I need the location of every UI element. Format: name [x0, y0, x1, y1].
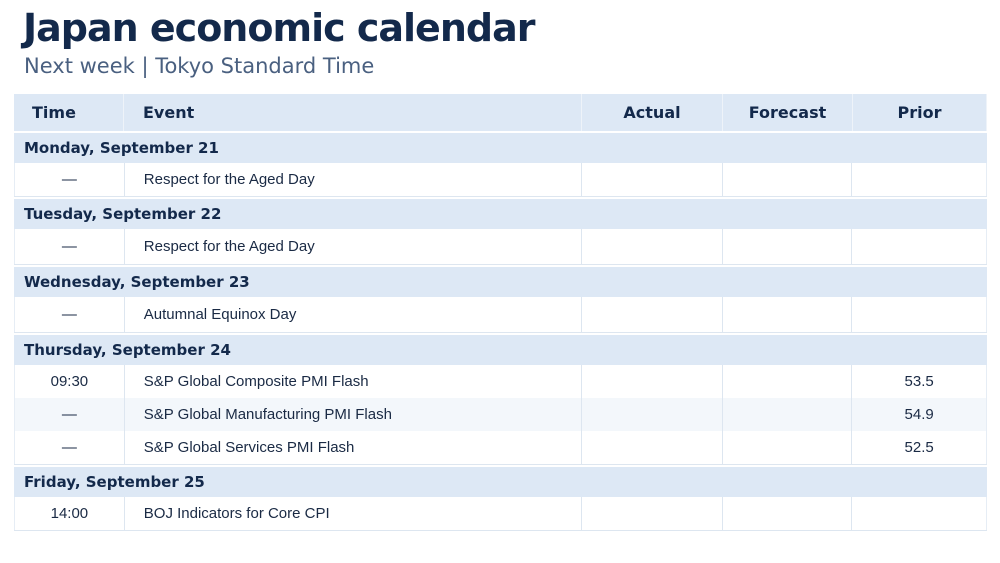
event-name: S&P Global Services PMI Flash	[125, 431, 582, 464]
event-name: Respect for the Aged Day	[125, 229, 582, 264]
day-header: Thursday, September 24	[14, 335, 987, 365]
event-prior	[852, 229, 986, 264]
event-prior: 52.5	[904, 439, 934, 456]
day-group-tuesday: Tuesday, September 22 — Respect for the …	[14, 199, 987, 265]
event-forecast	[723, 297, 853, 332]
day-group-thursday: Thursday, September 24 09:30 S&P Global …	[14, 335, 987, 465]
table-row[interactable]: 09:30 S&P Global Composite PMI Flash 53.…	[14, 365, 987, 398]
event-time: —	[15, 163, 125, 196]
day-header: Tuesday, September 22	[14, 199, 987, 229]
event-actual	[582, 365, 723, 398]
event-prior: 54.9	[904, 406, 934, 423]
day-group-wednesday: Wednesday, September 23 — Autumnal Equin…	[14, 267, 987, 333]
table-row[interactable]: — S&P Global Services PMI Flash 52.5	[14, 431, 987, 464]
event-time: —	[15, 431, 125, 464]
event-forecast	[723, 497, 853, 530]
event-actual	[582, 229, 723, 264]
event-forecast	[723, 431, 853, 464]
event-time: —	[15, 297, 125, 332]
event-actual	[582, 398, 723, 431]
event-time: 14:00	[15, 497, 125, 530]
event-name: BOJ Indicators for Core CPI	[125, 497, 582, 530]
event-name: Respect for the Aged Day	[125, 163, 582, 196]
event-actual	[582, 297, 723, 332]
page-subtitle: Next week | Tokyo Standard Time	[24, 54, 375, 78]
column-header-time[interactable]: Time	[14, 94, 124, 131]
day-header: Wednesday, September 23	[14, 267, 987, 297]
event-time: —	[15, 398, 125, 431]
table-header-row: Time Event Actual Forecast Prior	[14, 94, 987, 131]
event-prior	[852, 497, 986, 530]
event-name: S&P Global Manufacturing PMI Flash	[125, 398, 582, 431]
event-forecast	[723, 398, 853, 431]
event-name: Autumnal Equinox Day	[125, 297, 582, 332]
table-row[interactable]: — S&P Global Manufacturing PMI Flash 54.…	[14, 398, 987, 431]
event-prior	[852, 297, 986, 332]
table-row[interactable]: 14:00 BOJ Indicators for Core CPI	[14, 497, 987, 530]
column-header-prior[interactable]: Prior	[853, 94, 987, 131]
event-time: —	[15, 229, 125, 264]
calendar-table: Time Event Actual Forecast Prior Monday,…	[14, 94, 987, 531]
page-title: Japan economic calendar	[23, 6, 535, 50]
column-header-forecast[interactable]: Forecast	[723, 94, 853, 131]
column-header-event[interactable]: Event	[124, 94, 582, 131]
day-group-monday: Monday, September 21 — Respect for the A…	[14, 133, 987, 197]
event-actual	[582, 497, 723, 530]
day-header: Monday, September 21	[14, 133, 987, 163]
event-time: 09:30	[15, 365, 125, 398]
table-row[interactable]: — Respect for the Aged Day	[14, 229, 987, 264]
event-prior: 53.5	[904, 373, 934, 390]
event-forecast	[723, 229, 853, 264]
day-group-friday: Friday, September 25 14:00 BOJ Indicator…	[14, 467, 987, 531]
table-row[interactable]: — Respect for the Aged Day	[14, 163, 987, 196]
event-forecast	[723, 163, 853, 196]
event-actual	[582, 163, 723, 196]
event-prior	[852, 163, 986, 196]
table-row[interactable]: — Autumnal Equinox Day	[14, 297, 987, 332]
event-name: S&P Global Composite PMI Flash	[125, 365, 582, 398]
event-forecast	[723, 365, 853, 398]
day-header: Friday, September 25	[14, 467, 987, 497]
event-actual	[582, 431, 723, 464]
column-header-actual[interactable]: Actual	[582, 94, 723, 131]
